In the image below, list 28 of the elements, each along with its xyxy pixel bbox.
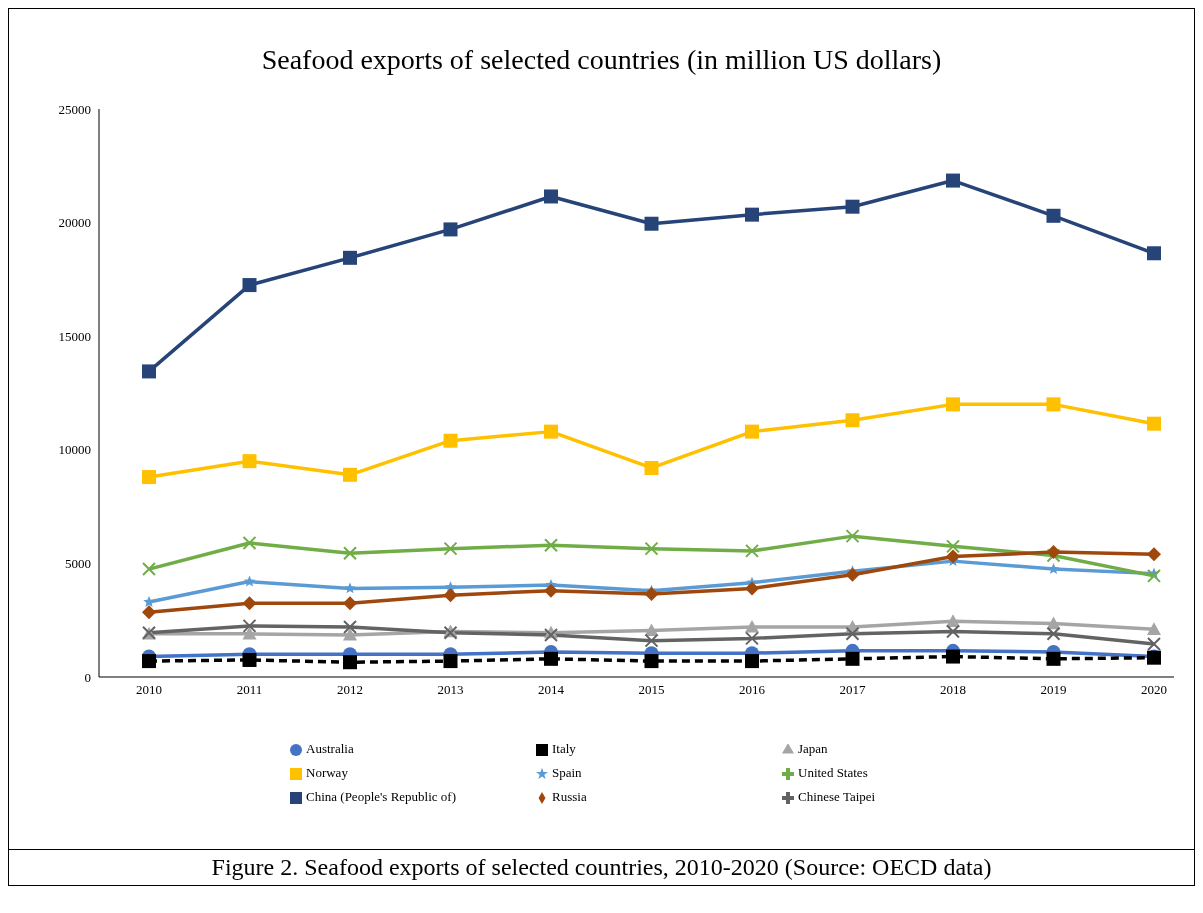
y-tick-label: 25000 [58,101,91,117]
legend-label: Australia [306,740,355,758]
x-tick-label: 2010 [136,682,162,698]
x-tick-label: 2014 [538,682,565,698]
x-tick-label: 2017 [839,682,866,698]
x-tick-label: 2015 [638,682,665,698]
y-tick-label: 5000 [65,556,91,572]
legend-label: Norway [306,764,349,782]
y-tick-label: 0 [84,669,91,685]
chart-title: Seafood exports of selected countries (in million US dollars) [260,44,943,77]
y-tick-label: 20000 [58,215,91,231]
legend-label: China (People's Republic of) [306,788,457,806]
x-tick-label: 2012 [337,682,363,698]
x-tick-label: 2020 [1141,682,1167,698]
legend-label: Russia [552,788,588,806]
x-tick-label: 2018 [940,682,966,698]
x-tick-label: 2016 [739,682,766,698]
y-tick-label: 10000 [58,442,91,458]
x-tick-label: 2013 [437,682,464,698]
y-tick-label: 15000 [58,328,91,344]
caption: Figure 2. Seafood exports of selected countries, 2010-2020 (Source: OECD data) [9,849,1194,885]
legend-label: Japan [798,740,829,758]
legend-label: Chinese Taipei [798,788,877,806]
legend-label: Spain [552,764,583,782]
x-tick-label: 2019 [1040,682,1067,698]
x-tick-label: 2011 [236,682,263,698]
legend-label: United States [798,764,869,782]
legend-label: Italy [552,740,577,758]
